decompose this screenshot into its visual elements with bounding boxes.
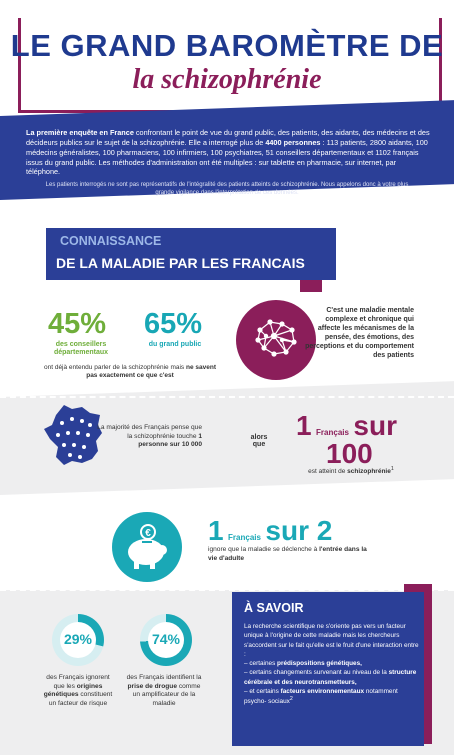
- dashed-divider: [0, 589, 454, 591]
- section-heading-line1: CONNAISSANCE: [60, 234, 162, 248]
- one-in-two: 1 Français sur 2: [208, 515, 332, 547]
- adult-francais: Français: [228, 533, 261, 542]
- ring-hole: [60, 622, 96, 658]
- intro-disclaimer: Les patients interrogés ne sont pas repr…: [45, 182, 409, 197]
- one-in-hundred: 1 Français sur: [296, 410, 397, 442]
- schizo-bold: schizophrénie: [347, 468, 391, 476]
- intro-body: confrontant le point de vue du grand pub…: [26, 128, 430, 147]
- ring-29-text-bold: origines génétiques: [43, 682, 103, 699]
- ring-29-text-start: des Français ignorent que les: [46, 674, 110, 690]
- ratio-hundred: 100: [326, 438, 373, 469]
- svg-text:€: €: [145, 528, 151, 539]
- stat-note: ont déjà entendu parler de la schizophré…: [42, 364, 218, 381]
- dashed-divider: [0, 396, 454, 398]
- france-map-icon: [42, 403, 106, 469]
- majority-bold: 1 personne sur 10 000: [138, 432, 202, 449]
- savoir-text: La recherche scientifique ne s'oriente p…: [244, 622, 420, 707]
- page-subtitle: la schizophrénie: [132, 64, 322, 95]
- savoir-b2-bold: structure cérébrale et des neurotransmet…: [244, 669, 417, 686]
- ratio-one: 1: [296, 410, 312, 441]
- adult-sur2: sur 2: [265, 515, 333, 546]
- stat-note-start: ont déjà entendu parler de la schizophré…: [43, 364, 186, 371]
- majority-text: La majorité des Français pense que la sc…: [96, 424, 202, 450]
- section-heading-box: [46, 228, 336, 280]
- intro-tail: : 113 patients, 2800 aidants, 100 médeci…: [26, 137, 428, 177]
- footnote-marker: 2: [289, 696, 293, 703]
- ratio-francais: Français: [316, 428, 349, 437]
- definition-text: C'est une maladie mentale complexe et ch…: [305, 307, 414, 359]
- ring-74-text-end: comme un amplificateur de la maladie: [132, 682, 201, 707]
- ring-74-text: des Français identifient la prise de dro…: [126, 674, 202, 708]
- ring-74-text-bold: prise de drogue: [127, 682, 177, 690]
- schizo-start: est atteint de: [308, 468, 348, 476]
- page-title: LE GRAND BAROMÈTRE DE: [10, 28, 444, 63]
- savoir-title: À SAVOIR: [244, 601, 304, 615]
- ring-29-text-end: constituent un facteur de risque: [48, 691, 113, 707]
- schizo-line: est atteint de schizophrénie1: [296, 466, 406, 475]
- ring-hole: [148, 622, 184, 658]
- savoir-b1-bold: prédispositions génétiques,: [277, 660, 362, 668]
- stat-note-bold: ne savent pas exactement ce que c'est: [86, 364, 216, 380]
- stat-45-percent: 45%: [48, 308, 107, 340]
- stat-45-label: des conseillers départementaux: [53, 341, 109, 357]
- ring-74-text-start: des Français identifient la: [126, 674, 202, 681]
- ring-74: 74%: [140, 614, 192, 666]
- ratio-sur: sur: [353, 410, 397, 441]
- stat-65-label: du grand public: [148, 341, 202, 348]
- savoir-b2-start: – certains changements survenant au nive…: [244, 669, 389, 677]
- ring-29: 29%: [52, 614, 104, 666]
- savoir-box: [232, 592, 424, 746]
- brain-network-icon: [236, 300, 316, 380]
- adult-one: 1: [208, 515, 224, 546]
- adult-text-bold: l'entrée dans la vie d'adulte: [208, 546, 367, 562]
- adult-text: ignore que la maladie se déclenche à l'e…: [208, 546, 368, 563]
- savoir-b3-bold: facteurs environnementaux: [280, 687, 365, 695]
- intro-lead: La première enquête en France: [26, 128, 134, 137]
- section-heading-line2: DE LA MALADIE PAR LES FRANCAIS: [56, 255, 305, 271]
- stat-65-percent: 65%: [144, 308, 203, 340]
- savoir-p1: La recherche scientifique ne s'oriente p…: [244, 623, 419, 658]
- intro-paragraph: La première enquête en France confrontan…: [26, 128, 430, 177]
- savoir-b3-end: notamment psycho- sociaux: [244, 687, 398, 706]
- ring-29-text: des Français ignorent que les origines g…: [40, 674, 116, 708]
- savoir-b1-start: – certaines: [244, 660, 278, 668]
- piggy-bank-icon: €: [112, 512, 182, 582]
- alors-que-label: alors que: [250, 434, 268, 448]
- savoir-b3-start: – et certains: [244, 687, 281, 695]
- majority-start: La majorité des Français pense que la sc…: [97, 424, 202, 440]
- ring-29-value: 29%: [63, 631, 93, 647]
- intro-count: 4400 personnes: [265, 137, 321, 147]
- adult-text-start: ignore que la maladie se déclenche à: [208, 546, 320, 553]
- ring-74-value: 74%: [151, 631, 181, 647]
- footnote-marker: 1: [390, 466, 394, 472]
